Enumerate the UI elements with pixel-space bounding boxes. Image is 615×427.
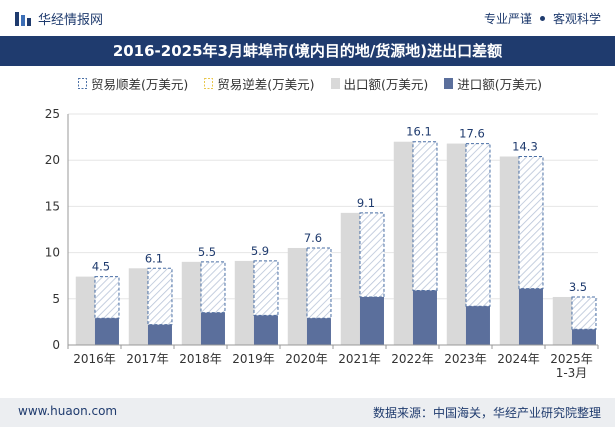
import-bar [306,318,331,345]
legend-swatch-import-icon [444,78,454,89]
surplus-data-label: 14.3 [512,140,538,154]
y-tick-label: 20 [45,153,60,167]
surplus-data-label: 4.5 [92,260,110,274]
surplus-data-label: 3.5 [569,280,587,294]
legend-item-import: 进口额(万美元) [444,74,542,93]
x-tick-label: 2025年 [550,352,593,366]
import-bar [359,296,384,345]
tagline: 专业严谨 客观科学 [484,10,601,27]
import-bar [518,288,543,345]
y-tick-label: 25 [45,107,60,121]
x-tick-label: 2022年 [391,352,434,366]
surplus-data-label: 9.1 [357,196,375,210]
legend: 贸易顺差(万美元) 贸易逆差(万美元) 出口额(万美元) 进口额(万美元) [10,74,610,93]
surplus-data-label: 7.6 [304,231,322,245]
surplus-bar [253,260,279,316]
y-tick-label: 10 [45,246,60,260]
x-tick-label: 2024年 [497,352,540,366]
title-bar: 2016-2025年3月蚌埠市(境内目的地/货源地)进出口差额 [0,36,615,66]
tagline-1: 专业严谨 [483,12,532,26]
legend-swatch-export-icon [330,78,340,89]
brand: 华经情报网 [14,9,103,28]
legend-label-surplus: 贸易顺差(万美元) [90,77,189,92]
surplus-data-label: 5.9 [251,244,269,258]
tagline-2: 客观科学 [552,12,601,26]
x-tick-label: 2018年 [179,352,222,366]
surplus-bar [306,247,332,319]
brand-logo-icon [15,11,31,26]
surplus-bar [518,156,544,290]
import-bar [465,306,490,345]
legend-item-deficit: 贸易逆差(万美元) [204,74,315,93]
legend-label-export: 出口额(万美元) [343,77,429,92]
surplus-data-label: 16.1 [406,125,432,139]
legend-label-deficit: 贸易逆差(万美元) [217,77,315,92]
x-tick-label: 2019年 [232,352,275,366]
surplus-bar [571,296,597,330]
surplus-data-label: 5.5 [198,245,216,259]
import-bar [412,290,437,345]
footer-website: www.huaon.com [18,404,118,418]
surplus-bar [465,143,491,307]
chart-title: 2016-2025年3月蚌埠市(境内目的地/货源地)进出口差额 [112,42,503,60]
brand-name: 华经情报网 [38,13,104,28]
x-tick-label: 2016年 [73,352,116,366]
surplus-data-label: 17.6 [459,127,485,141]
import-bar [147,324,172,345]
legend-item-export: 出口额(万美元) [330,74,429,93]
legend-label-import: 进口额(万美元) [457,77,543,92]
y-tick-label: 5 [52,292,60,306]
import-bar [94,318,119,345]
surplus-bar [94,276,120,319]
legend-swatch-deficit-icon [204,78,214,89]
y-tick-label: 15 [45,199,60,213]
top-bar: 华经情报网 专业严谨 客观科学 [0,0,615,36]
chart-plot: 4.5 6.1 5.5 5.9 7.6 9.1 16.1 17.6 14.3 3.5 0 5 10 15… [45,107,599,380]
surplus-bar [147,267,173,326]
x-tick-label: 2023年 [444,352,487,366]
x-tick-label: 1-3月 [556,366,588,380]
legend-item-surplus: 贸易顺差(万美元) [77,74,189,93]
surplus-bar [412,141,438,291]
x-tick-label: 2021年 [338,352,381,366]
footer: www.huaon.com 数据来源：中国海关，华经产业研究院整理 [0,398,615,427]
import-bar [200,312,225,345]
surplus-bar [200,261,226,314]
surplus-bar [359,212,385,298]
import-bar [571,329,596,345]
separator-dot-icon [539,16,545,21]
surplus-data-label: 6.1 [145,251,163,265]
import-bar [253,315,278,345]
footer-source: 数据来源：中国海关，华经产业研究院整理 [372,406,601,420]
x-tick-label: 2020年 [285,352,328,366]
x-tick-label: 2017年 [126,352,169,366]
legend-swatch-surplus-icon [77,78,87,89]
y-tick-label: 0 [52,338,60,352]
